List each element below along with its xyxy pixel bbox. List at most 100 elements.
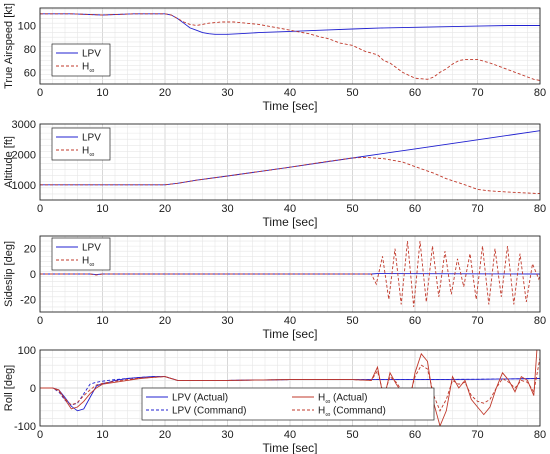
x-tick-label: 20	[159, 203, 171, 215]
x-tick-label: 10	[96, 87, 108, 99]
x-tick-label: 40	[284, 315, 296, 327]
x-tick-label: 0	[37, 203, 43, 215]
y-tick-label: -100	[14, 421, 36, 433]
x-tick-label: 40	[284, 429, 296, 441]
x-axis-label: Time [sec]	[263, 327, 318, 341]
x-tick-label: 40	[284, 203, 296, 215]
legend-label: H∞	[82, 146, 94, 159]
legend-label-text: LPV	[82, 133, 101, 144]
x-tick-label: 20	[159, 429, 171, 441]
x-tick-label: 10	[96, 203, 108, 215]
y-tick-label: 3000	[12, 119, 36, 131]
y-tick-label: 0	[30, 383, 36, 395]
y-axis-label: Sideslip [deg]	[3, 241, 15, 307]
legend: LPV (Actual) H∞ (Actual)LPV (Command) H∞ (…	[141, 387, 435, 421]
legend-label: LPV (Command)	[172, 406, 246, 417]
series-line-hinf	[40, 156, 540, 195]
legend-label: LPV	[82, 49, 101, 60]
x-tick-label: 80	[534, 87, 546, 99]
x-axis-label: Time [sec]	[263, 215, 318, 229]
series-line-hinf_cmd	[40, 357, 540, 412]
legend-label-text: H	[82, 146, 89, 157]
legend-label-subscript: ∞	[89, 262, 94, 269]
legend-label: H∞ (Actual)	[318, 393, 367, 406]
y-tick-label: 100	[18, 345, 36, 357]
y-tick-label: 80	[24, 44, 36, 56]
y-axis-label: Altitude [ft]	[3, 136, 15, 188]
y-tick-label: 60	[24, 67, 36, 79]
legend-label-subscript: ∞	[89, 152, 94, 159]
legend-label-subscript: ∞	[325, 412, 330, 419]
x-tick-label: 30	[221, 429, 233, 441]
x-tick-label: 60	[409, 429, 421, 441]
legend-label-suffix: (Actual)	[330, 393, 367, 404]
legend-label-text: H	[82, 256, 89, 267]
series-line-hinf_act	[40, 350, 540, 426]
x-tick-label: 50	[346, 87, 358, 99]
legend-label: LPV	[82, 133, 101, 144]
panel-1: 0 10 20 30 40 50 60 70 80 60 80 100 Time [sec] True A…	[3, 3, 546, 113]
x-tick-label: 50	[346, 429, 358, 441]
x-tick-label: 30	[221, 203, 233, 215]
series-line-hinf	[40, 241, 540, 307]
x-tick-label: 80	[534, 429, 546, 441]
x-tick-label: 10	[96, 429, 108, 441]
x-tick-label: 70	[471, 203, 483, 215]
legend-label: H∞ (Command)	[318, 406, 386, 419]
legend: LPV H∞	[51, 237, 111, 271]
x-tick-label: 30	[221, 87, 233, 99]
grid	[39, 8, 541, 85]
legend-box	[51, 43, 111, 77]
series-line-hinf	[40, 13, 540, 81]
y-tick-label: 0	[30, 269, 36, 281]
x-tick-label: 10	[96, 315, 108, 327]
legend-box	[51, 237, 111, 271]
x-tick-label: 50	[346, 315, 358, 327]
y-axis-label: True Airspeed [kt]	[3, 3, 15, 89]
legend-label-text: LPV	[82, 49, 101, 60]
y-tick-label: -20	[20, 294, 36, 306]
legend-label-text: LPV (Actual)	[172, 393, 228, 404]
y-tick-label: 1000	[12, 180, 36, 192]
legend-label: LPV	[82, 243, 101, 254]
x-tick-label: 0	[37, 87, 43, 99]
x-tick-label: 0	[37, 315, 43, 327]
y-tick-label: 100	[18, 21, 36, 33]
legend: LPV H∞	[51, 43, 111, 77]
y-tick-label: 2000	[12, 149, 36, 161]
legend-label: H∞	[82, 256, 94, 269]
legend-label-text: H	[82, 62, 89, 73]
legend: LPV H∞	[51, 127, 111, 161]
x-tick-label: 80	[534, 203, 546, 215]
legend-label-text: LPV (Command)	[172, 406, 246, 417]
x-tick-label: 40	[284, 87, 296, 99]
x-tick-label: 60	[409, 203, 421, 215]
grid	[39, 124, 541, 201]
legend-box	[141, 387, 435, 421]
legend-label-suffix: (Command)	[330, 406, 386, 417]
legend-label-text: LPV	[82, 243, 101, 254]
plot-frame	[39, 235, 541, 313]
legend-label-text: H	[318, 406, 325, 417]
x-tick-label: 50	[346, 203, 358, 215]
legend-label-text: H	[318, 393, 325, 404]
legend-label-subscript: ∞	[89, 68, 94, 75]
legend-label-subscript: ∞	[325, 399, 330, 406]
plot-frame	[39, 7, 541, 85]
x-tick-label: 70	[471, 315, 483, 327]
x-tick-label: 70	[471, 87, 483, 99]
x-axis-label: Time [sec]	[263, 99, 318, 113]
x-tick-label: 60	[409, 315, 421, 327]
x-tick-label: 80	[534, 315, 546, 327]
y-tick-label: 20	[24, 244, 36, 256]
legend-box	[51, 127, 111, 161]
x-tick-label: 60	[409, 87, 421, 99]
plot-frame	[39, 349, 541, 427]
x-axis-label: Time [sec]	[263, 441, 318, 454]
plot-frame	[39, 123, 541, 201]
x-tick-label: 20	[159, 87, 171, 99]
legend-label: H∞	[82, 62, 94, 75]
